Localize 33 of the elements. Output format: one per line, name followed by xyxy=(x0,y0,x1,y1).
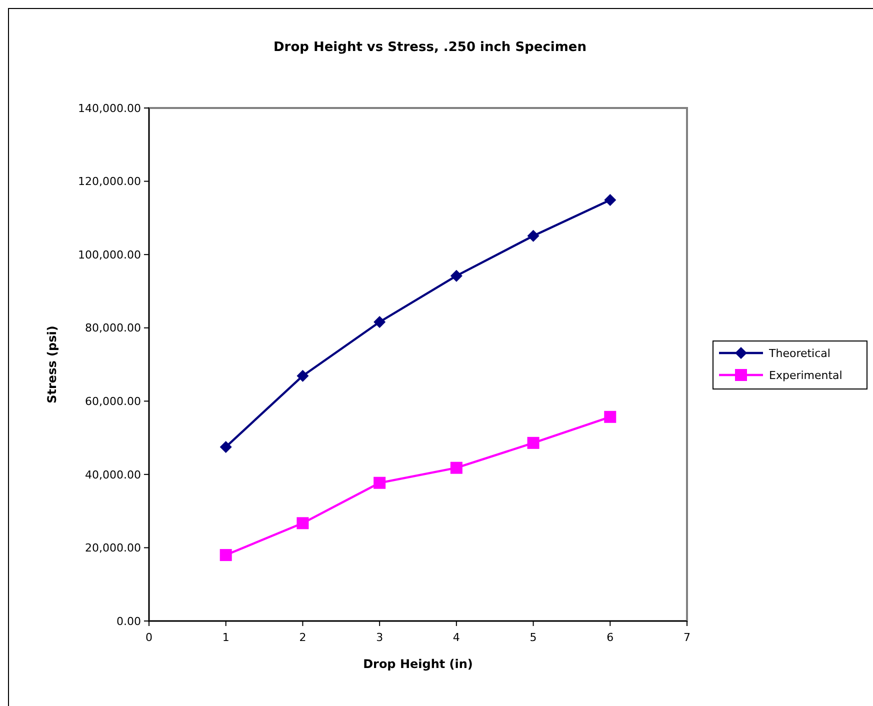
y-tick-label: 100,000.00 xyxy=(78,248,141,262)
y-tick-label: 20,000.00 xyxy=(85,542,141,555)
y-tick-label: 80,000.00 xyxy=(85,322,141,335)
y-tick-label: 120,000.00 xyxy=(78,175,141,188)
y-tick-label: 60,000.00 xyxy=(85,394,141,408)
y-tick-label: 0.00 xyxy=(116,614,141,628)
x-tick-label: 0 xyxy=(146,631,152,644)
x-tick-label: 7 xyxy=(684,631,690,644)
legend-label: Theoretical xyxy=(768,346,830,360)
y-axis-title: Stress (psi) xyxy=(45,326,59,404)
chart-title: Drop Height vs Stress, .250 inch Specimen xyxy=(274,40,586,55)
point xyxy=(374,316,386,328)
x-tick-label: 2 xyxy=(299,631,306,644)
x-axis-title: Drop Height (in) xyxy=(363,657,473,671)
point xyxy=(220,549,232,562)
x-tick-label: 4 xyxy=(452,631,460,644)
point xyxy=(220,440,232,453)
point xyxy=(296,370,309,382)
x-tick-label: 3 xyxy=(376,631,384,644)
legend-label: Experimental xyxy=(769,368,842,382)
point xyxy=(527,436,540,449)
point xyxy=(450,270,462,282)
y-tick-label: 40,000.00 xyxy=(85,468,141,482)
point xyxy=(374,476,386,489)
x-tick-label: 1 xyxy=(222,631,230,644)
x-tick-label: 5 xyxy=(530,631,537,644)
point xyxy=(450,462,462,474)
x-tick-label: 6 xyxy=(606,631,614,644)
y-tick-label: 140,000.00 xyxy=(78,102,141,115)
point xyxy=(604,194,616,206)
point xyxy=(296,517,309,530)
point xyxy=(604,410,616,423)
point xyxy=(527,230,540,242)
